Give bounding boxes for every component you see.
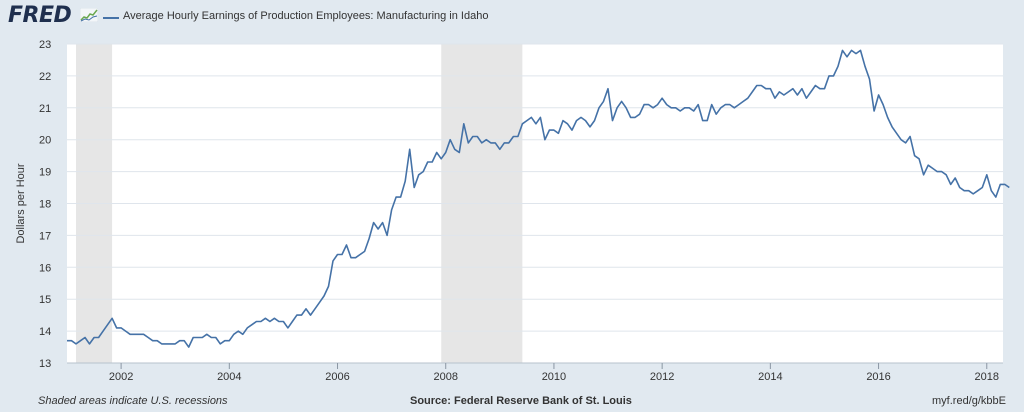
short-link[interactable]: myf.red/g/kbbE [932,395,1006,407]
fred-sparkline-icon [80,8,98,22]
x-tick-label: 2002 [109,371,133,383]
y-tick-label: 22 [39,71,51,83]
y-tick-label: 19 [39,167,51,179]
x-tick-label: 2008 [433,371,457,383]
y-tick-label: 21 [39,103,51,115]
series-line [67,49,1010,348]
y-tick-label: 20 [39,135,51,147]
legend-swatch [103,17,119,19]
y-axis-label: Dollars per Hour [15,163,27,243]
source-note: Source: Federal Reserve Bank of St. Loui… [410,395,632,407]
x-tick-label: 2014 [758,371,782,383]
y-axis-ticks: 13 14 15 16 17 18 19 20 21 22 23 [39,39,51,370]
y-tick-label: 17 [39,230,51,242]
y-tick-label: 14 [39,326,51,338]
recession-note: Shaded areas indicate U.S. recessions [38,395,228,407]
x-axis-ticks: 2002 2004 2006 2008 2010 2012 2014 2016 2018 [67,362,1003,383]
x-tick-label: 2010 [542,371,566,383]
y-tick-label: 23 [39,39,51,51]
fred-logo[interactable]: FRED [8,3,72,28]
y-tick-label: 13 [39,358,51,370]
y-tick-label: 18 [39,199,51,211]
y-tick-label: 16 [39,262,51,274]
x-tick-label: 2018 [975,371,999,383]
x-tick-label: 2006 [325,371,349,383]
x-tick-label: 2012 [650,371,674,383]
chart-header: FRED Average Hourly Earnings of Producti… [0,0,1024,36]
y-tick-label: 15 [39,294,51,306]
legend-series-label: Average Hourly Earnings of Production Em… [123,10,489,22]
x-tick-label: 2004 [217,371,241,383]
series-layer [67,49,1010,348]
x-tick-label: 2016 [866,371,890,383]
